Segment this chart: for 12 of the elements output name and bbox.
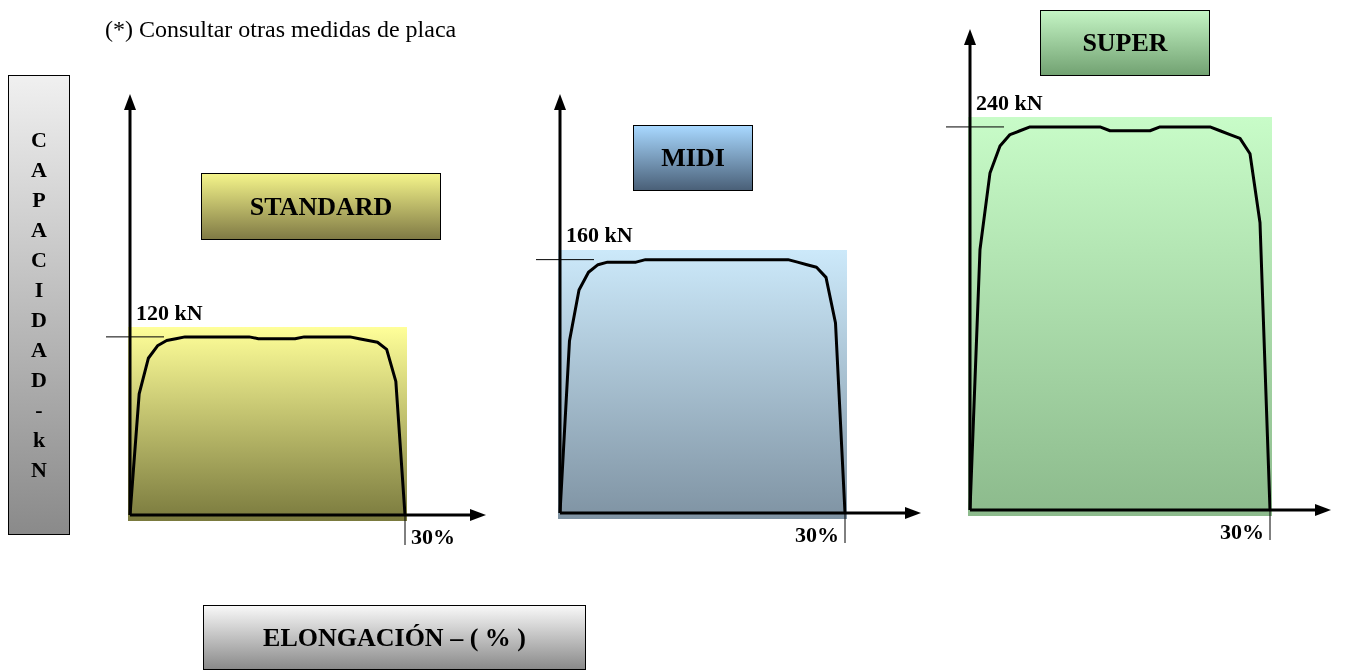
chart-title: SUPER xyxy=(1040,10,1210,76)
text: CAPACIDAD - kN xyxy=(31,127,47,482)
chart-title: STANDARD xyxy=(201,173,441,240)
text: 30% xyxy=(795,521,839,547)
text: 240 kN xyxy=(976,89,1043,115)
text: 30% xyxy=(1220,518,1264,544)
text: 30% xyxy=(411,523,455,549)
text: 160 kN xyxy=(566,222,633,248)
text: 120 kN xyxy=(136,299,203,325)
x-axis-title: ELONGACIÓN – ( % ) xyxy=(203,605,586,670)
chart-title: MIDI xyxy=(633,125,753,191)
text: (*) Consultar otras medidas de placa xyxy=(105,16,457,43)
